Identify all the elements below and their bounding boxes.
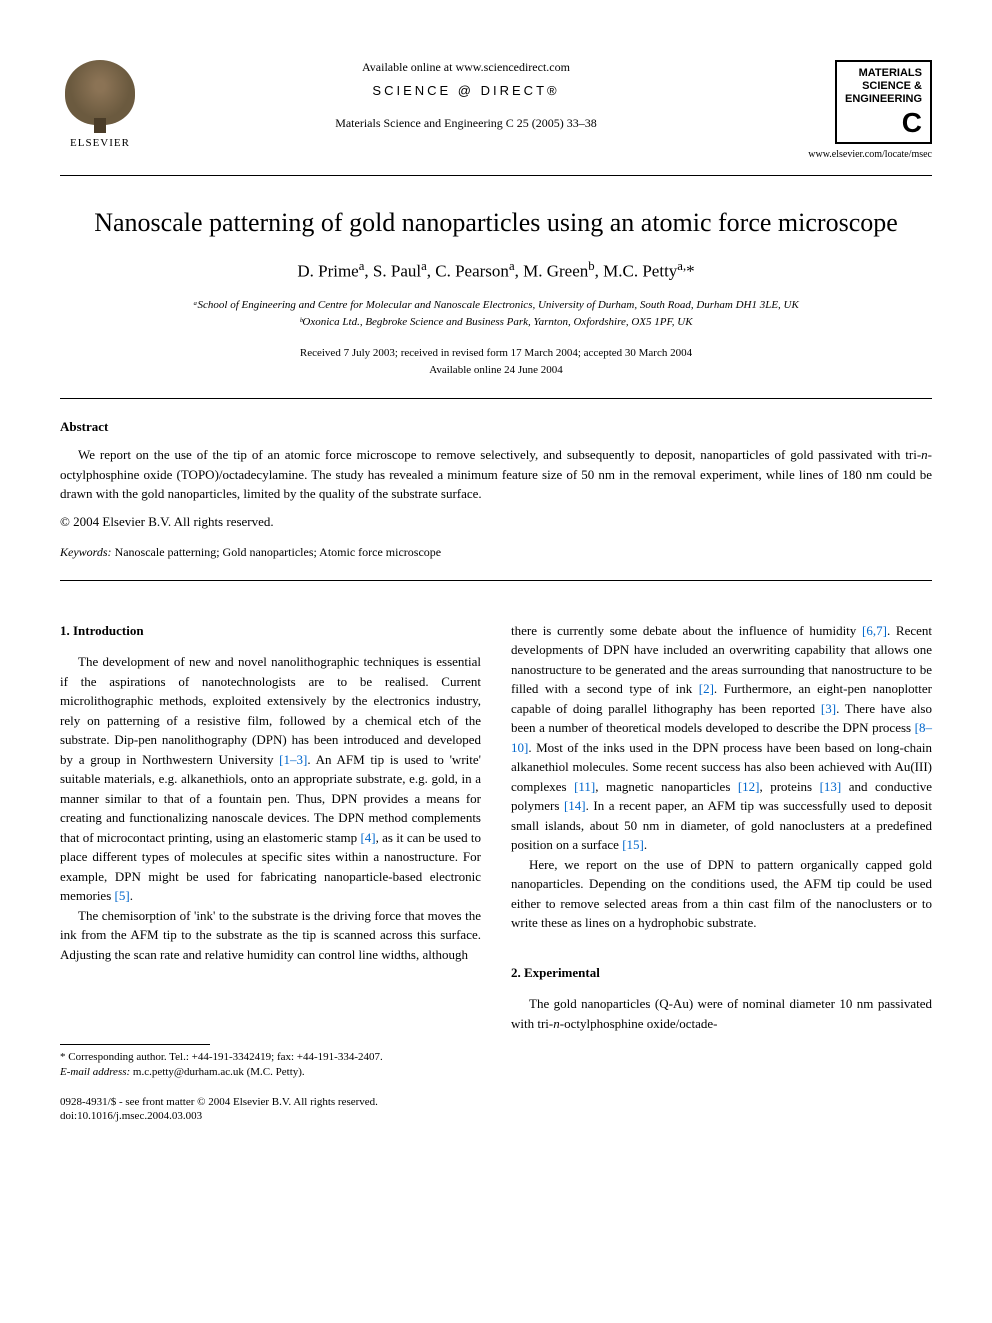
right-column: there is currently some debate about the…: [511, 621, 932, 1081]
ref-4[interactable]: [4]: [360, 830, 375, 845]
available-date: Available online 24 June 2004: [60, 362, 932, 379]
authors-list: D. Primea, S. Paula, C. Pearsona, M. Gre…: [60, 259, 932, 282]
ref-1-3[interactable]: [1–3]: [279, 752, 307, 767]
ref-6-7[interactable]: [6,7]: [862, 623, 887, 638]
footer-doi: doi:10.1016/j.msec.2004.03.003: [60, 1110, 932, 1122]
corresponding-author-note: * Corresponding author. Tel.: +44-191-33…: [60, 1050, 481, 1065]
left-column: 1. Introduction The development of new a…: [60, 621, 481, 1081]
experimental-para1: The gold nanoparticles (Q-Au) were of no…: [511, 994, 932, 1033]
article-title: Nanoscale patterning of gold nanoparticl…: [60, 206, 932, 240]
journal-url: www.elsevier.com/locate/msec: [792, 149, 932, 160]
page-header: ELSEVIER Available online at www.science…: [60, 60, 932, 160]
journal-logo-line1: MATERIALS: [845, 67, 922, 80]
journal-logo-line2: SCIENCE &: [845, 80, 922, 93]
intro-para3: there is currently some debate about the…: [511, 621, 932, 855]
email-address: m.c.petty@durham.ac.uk (M.C. Petty).: [130, 1066, 305, 1078]
keywords-separator: [60, 580, 932, 581]
intro-para1: The development of new and novel nanolit…: [60, 652, 481, 906]
sciencedirect-logo: SCIENCE @ DIRECT®: [160, 83, 772, 98]
intro-para2: The chemisorption of 'ink' to the substr…: [60, 906, 481, 965]
main-content: 1. Introduction The development of new a…: [60, 621, 932, 1081]
ref-14[interactable]: [14]: [564, 798, 586, 813]
keywords-label: Keywords:: [60, 545, 112, 559]
journal-logo-line3: ENGINEERING: [845, 93, 922, 106]
affiliation-b: ᵇOxonica Ltd., Begbroke Science and Busi…: [60, 314, 932, 331]
ref-13[interactable]: [13]: [820, 779, 842, 794]
ref-3[interactable]: [3]: [821, 701, 836, 716]
copyright-text: © 2004 Elsevier B.V. All rights reserved…: [60, 514, 932, 530]
available-online-text: Available online at www.sciencedirect.co…: [160, 60, 772, 75]
abstract-text: We report on the use of the tip of an at…: [60, 445, 932, 504]
journal-reference: Materials Science and Engineering C 25 (…: [160, 116, 772, 131]
experimental-heading: 2. Experimental: [511, 963, 932, 983]
footnote-separator: [60, 1044, 210, 1045]
abstract-heading: Abstract: [60, 419, 932, 435]
intro-para4: Here, we report on the use of DPN to pat…: [511, 855, 932, 933]
ref-12[interactable]: [12]: [738, 779, 760, 794]
elsevier-tree-icon: [65, 60, 135, 125]
introduction-heading: 1. Introduction: [60, 621, 481, 641]
footer-issn: 0928-4931/$ - see front matter © 2004 El…: [60, 1096, 932, 1108]
received-date: Received 7 July 2003; received in revise…: [60, 345, 932, 362]
keywords: Keywords: Nanoscale patterning; Gold nan…: [60, 545, 932, 560]
dates-separator: [60, 398, 932, 399]
affiliations: ᵃSchool of Engineering and Centre for Mo…: [60, 297, 932, 330]
header-separator: [60, 175, 932, 176]
ref-5[interactable]: [5]: [115, 888, 130, 903]
affiliation-a: ᵃSchool of Engineering and Centre for Mo…: [60, 297, 932, 314]
ref-11[interactable]: [11]: [574, 779, 595, 794]
ref-2[interactable]: [2]: [699, 681, 714, 696]
journal-logo-c: C: [845, 109, 922, 137]
keywords-text: Nanoscale patterning; Gold nanoparticles…: [112, 545, 442, 559]
elsevier-logo: ELSEVIER: [60, 60, 140, 150]
article-dates: Received 7 July 2003; received in revise…: [60, 345, 932, 378]
email-label: E-mail address:: [60, 1066, 130, 1078]
email-footnote: E-mail address: m.c.petty@durham.ac.uk (…: [60, 1065, 481, 1080]
center-header: Available online at www.sciencedirect.co…: [140, 60, 792, 131]
ref-15[interactable]: [15]: [622, 837, 644, 852]
journal-logo-box: MATERIALS SCIENCE & ENGINEERING C www.el…: [792, 60, 932, 160]
elsevier-text: ELSEVIER: [70, 137, 130, 149]
